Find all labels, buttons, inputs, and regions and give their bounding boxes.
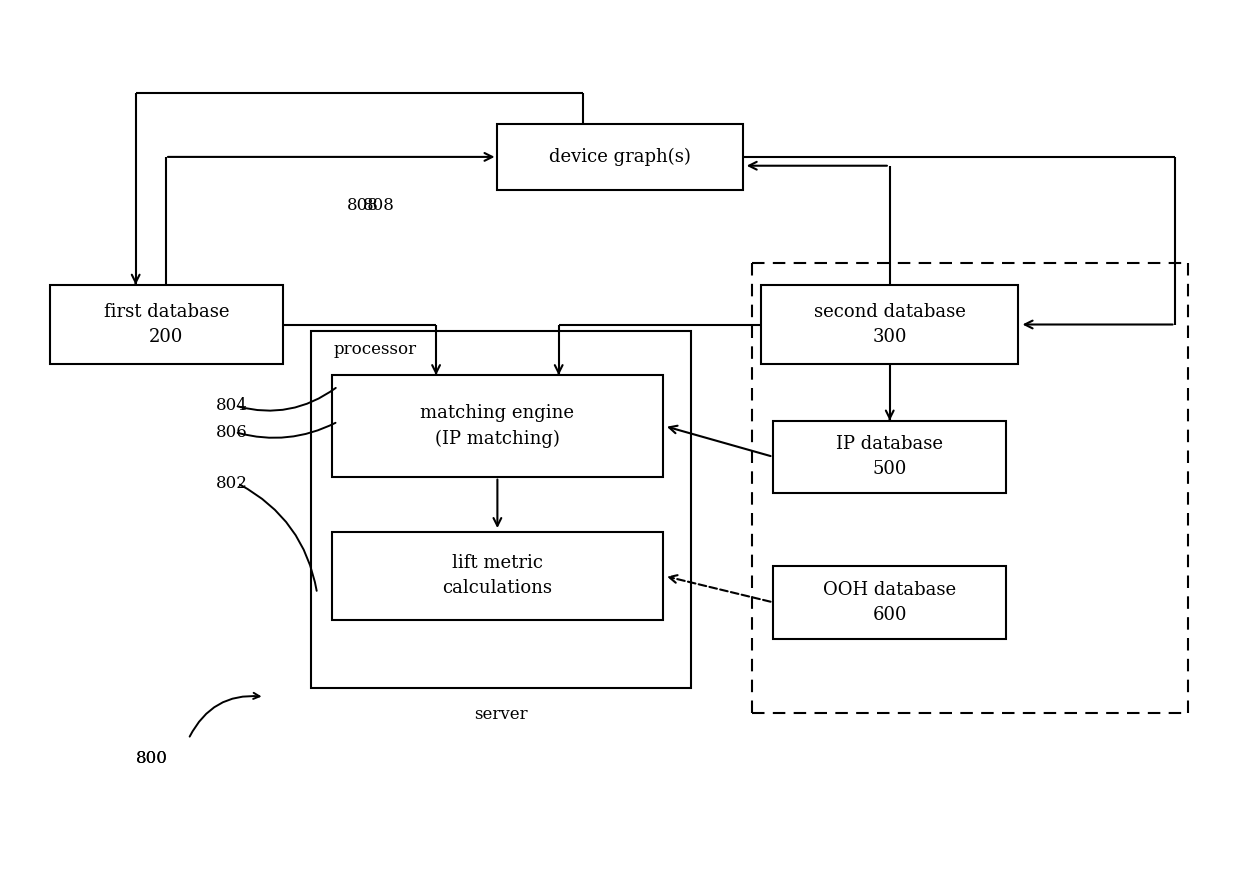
Text: 806: 806	[216, 424, 247, 441]
Bar	[761, 285, 1018, 364]
Bar	[311, 331, 691, 688]
Text: IP database
500: IP database 500	[836, 435, 944, 478]
Text: device graph(s): device graph(s)	[549, 148, 691, 166]
Text: 808: 808	[362, 197, 394, 214]
Bar	[774, 420, 1006, 493]
Text: 804: 804	[216, 397, 247, 414]
Text: 800: 800	[135, 750, 167, 767]
Bar	[332, 375, 663, 477]
Bar	[50, 285, 283, 364]
Text: 802: 802	[216, 475, 247, 492]
Text: 800: 800	[135, 750, 167, 767]
Text: server: server	[474, 705, 528, 722]
Text: processor: processor	[334, 341, 417, 358]
Text: lift metric
calculations: lift metric calculations	[443, 555, 552, 598]
Text: second database
300: second database 300	[813, 303, 966, 346]
Text: first database
200: first database 200	[104, 303, 229, 346]
Text: 808: 808	[346, 197, 378, 214]
Bar	[332, 532, 663, 620]
FancyArrowPatch shape	[239, 485, 316, 590]
Bar	[497, 124, 743, 190]
FancyArrowPatch shape	[238, 423, 336, 438]
Text: OOH database
600: OOH database 600	[823, 581, 956, 624]
Text: matching engine
(IP matching): matching engine (IP matching)	[420, 404, 574, 448]
Bar	[774, 566, 1006, 639]
FancyArrowPatch shape	[238, 388, 336, 410]
FancyArrowPatch shape	[190, 693, 259, 737]
